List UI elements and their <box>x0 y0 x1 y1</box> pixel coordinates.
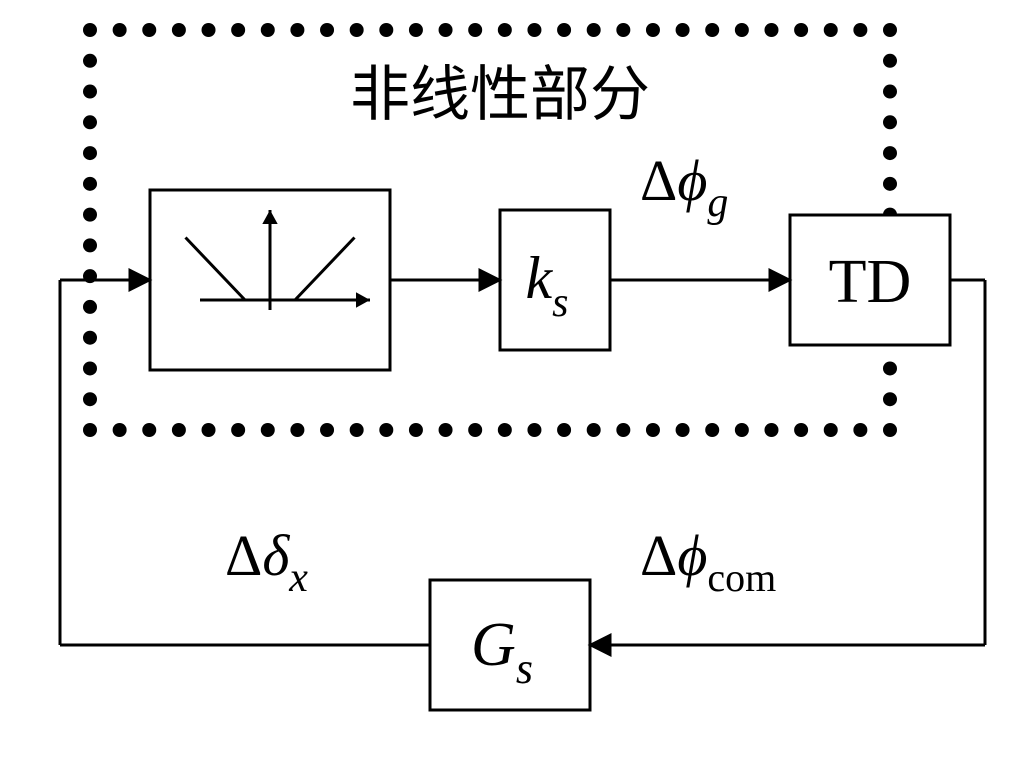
signal-delta-phi-com: Δϕcom <box>640 523 776 600</box>
td-label: TD <box>829 248 912 316</box>
signal-delta-delta-x: Δδx <box>225 523 308 601</box>
block-diagram: 非线性部分ksTDGsΔϕgΔϕcomΔδx <box>0 0 1027 766</box>
signal-delta-phi-g: Δϕg <box>640 148 728 226</box>
diagram-title: 非线性部分 <box>350 62 650 128</box>
